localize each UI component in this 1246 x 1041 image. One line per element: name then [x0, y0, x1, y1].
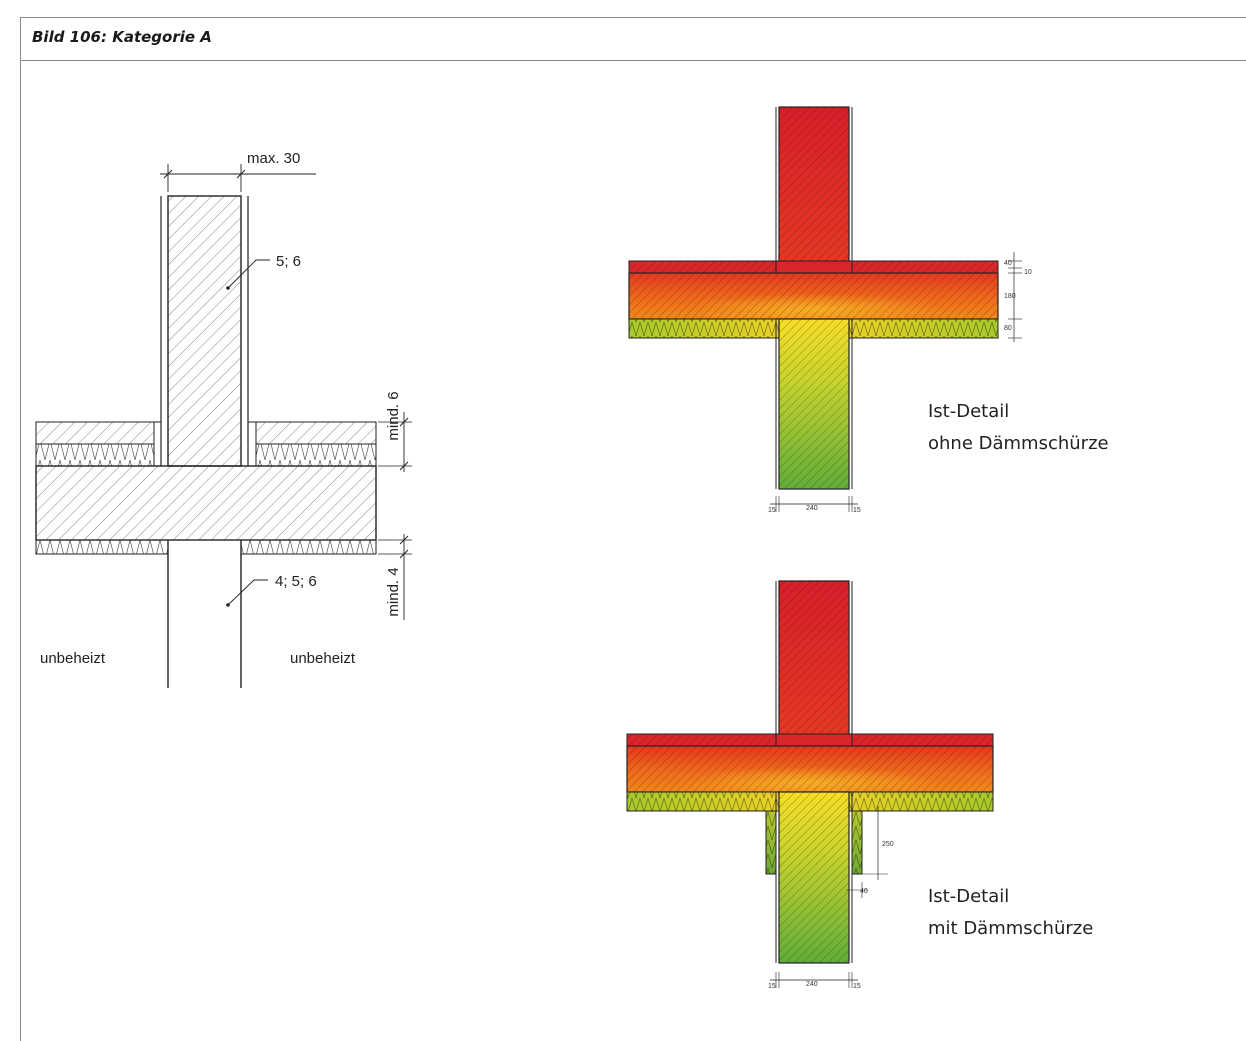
dim-40-skirt: 40	[860, 888, 868, 895]
floor-slab	[35, 465, 377, 541]
dim-180: 180	[1004, 293, 1016, 300]
note-with-skirt-line1: Ist-Detail	[928, 886, 1010, 907]
upper-wall	[167, 195, 242, 467]
dim-15-right-2: 15	[853, 983, 861, 990]
dim-15-right: 15	[853, 507, 861, 514]
dim-mind-4: mind. 4	[385, 567, 402, 616]
figure-caption: Bild 106: Kategorie A	[32, 28, 212, 46]
note-with-skirt-line2: mit Dämmschürze	[928, 918, 1094, 939]
insulation-top-left	[35, 443, 155, 467]
thermal-detail-without-skirt: 40 10 180 80 15 240 15	[628, 106, 1032, 514]
note-without-skirt: Ist-Detail ohne Dämmschürze	[928, 396, 1109, 460]
insulation-bottom-right	[240, 539, 377, 555]
dim-15-left-2: 15	[768, 983, 776, 990]
note-with-skirt: Ist-Detail mit Dämmschürze	[928, 881, 1093, 945]
dim-max-30: max. 30	[247, 150, 300, 167]
note-without-skirt-line2: ohne Dämmschürze	[928, 433, 1109, 454]
figure-frame	[20, 17, 1246, 1041]
zone-label-right: unbeheizt	[290, 650, 356, 667]
dim-15-left: 15	[768, 507, 776, 514]
insulation-top-right	[255, 443, 377, 467]
dim-40: 40	[1004, 260, 1012, 267]
insulation-bottom-left	[35, 539, 169, 555]
thermal-detail-with-skirt: 250 40 15 240 15	[626, 580, 994, 990]
note-without-skirt-line1: Ist-Detail	[928, 401, 1010, 422]
dim-mind-6: mind. 6	[385, 391, 402, 440]
screed-left	[35, 421, 155, 445]
dim-240-2: 240	[806, 981, 818, 988]
label-upper-wall: 5; 6	[276, 253, 301, 270]
schematic-detail: max. 30 5; 6 4; 5; 6 mind. 6 mind. 4 unb…	[35, 150, 412, 688]
label-lower-wall: 4; 5; 6	[275, 573, 317, 590]
zone-label-left: unbeheizt	[40, 650, 106, 667]
dim-80: 80	[1004, 325, 1012, 332]
dim-250: 250	[882, 841, 894, 848]
caption-bar: Bild 106: Kategorie A	[20, 17, 1246, 61]
dim-10: 10	[1024, 269, 1032, 276]
screed-right	[255, 421, 377, 445]
dim-240: 240	[806, 505, 818, 512]
